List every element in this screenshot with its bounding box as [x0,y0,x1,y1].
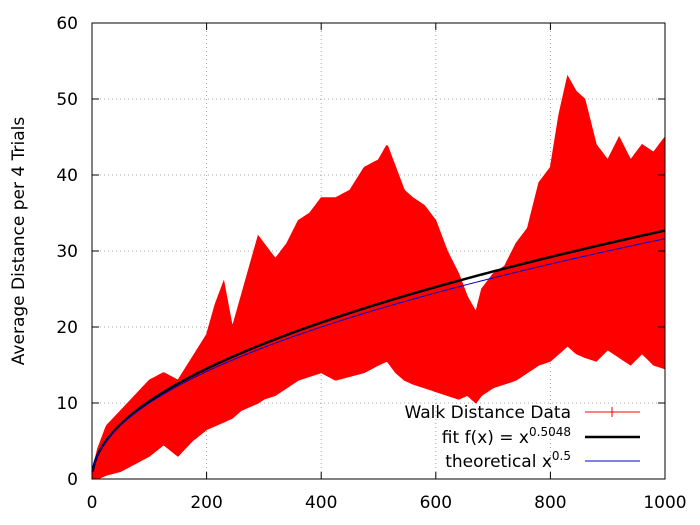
y-tick-label: 60 [56,14,78,34]
series-walk-distance-data [91,74,666,480]
y-tick-label: 40 [56,166,78,186]
x-tick-label: 400 [305,493,337,513]
legend-label-walk-data: Walk Distance Data [405,403,571,423]
x-tick-label: 1000 [643,493,686,513]
series-theoretical-curve [92,238,666,472]
y-axis-title: Average Distance per 4 Trials [9,117,29,366]
axis-ticks [91,22,666,480]
x-tick-label: 600 [420,493,452,513]
y-tick-label: 20 [56,318,78,338]
x-tick-label: 0 [87,493,98,513]
y-axis-tick-labels: 0 10 20 30 40 50 60 [56,14,78,490]
series-fit-curve [91,229,666,472]
legend-label-fit: fit f(x) = x0.5048 [442,425,571,448]
plot-area [91,74,666,480]
x-tick-label: 800 [534,493,566,513]
legend-label-theoretical: theoretical x0.5 [445,449,571,472]
y-tick-label: 0 [67,470,78,490]
y-tick-label: 30 [56,242,78,262]
legend: Walk Distance Data fit f(x) = x0.5048 th… [405,403,640,472]
y-tick-label: 10 [56,394,78,414]
y-tick-label: 50 [56,90,78,110]
x-tick-label: 200 [190,493,222,513]
x-axis-tick-labels: 0 200 400 600 800 1000 [87,493,687,513]
